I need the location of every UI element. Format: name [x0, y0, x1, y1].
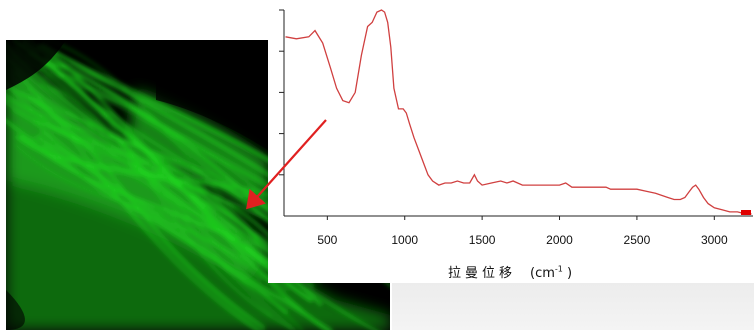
fiber-strand: [39, 130, 333, 330]
background-panel: [392, 282, 754, 330]
x-axis-unit-exponent: -1: [554, 264, 563, 274]
fiber-strand: [39, 57, 293, 330]
series-line: [285, 9, 752, 215]
fiber-strand: [42, 75, 273, 317]
end-marker: [741, 210, 751, 215]
fiber-strand: [12, 110, 261, 330]
x-ticks: 500 1000 1500 2000 2500 3000: [317, 216, 728, 247]
fiber-strand: [38, 134, 256, 266]
fluorescence-fibers: [6, 40, 390, 330]
chart-svg: 500 1000 1500 2000 2500 3000: [279, 9, 753, 247]
fiber-strand: [15, 135, 285, 251]
fiber-strand: [6, 55, 377, 330]
fiber-strand: [35, 135, 301, 310]
x-tick-label: 1000: [391, 233, 418, 247]
fiber-strand: [39, 83, 296, 330]
x-axis-unit-base: (cm: [530, 266, 555, 281]
x-axis-title: 拉曼位移 (cm-1 ): [448, 262, 572, 281]
x-tick-label: 1500: [469, 233, 496, 247]
x-tick-label: 2500: [624, 233, 651, 247]
actin-fibers: [6, 40, 390, 330]
chart-axes: [279, 9, 753, 217]
x-tick-label: 500: [317, 233, 337, 247]
raman-chart: 500 1000 1500 2000 2500 3000 拉曼位移 (cm-1 ): [268, 0, 754, 283]
x-axis-unit-close: ): [567, 266, 573, 281]
x-axis-label: 拉曼位移: [448, 266, 517, 281]
x-tick-label: 3000: [701, 233, 728, 247]
x-tick-label: 2000: [546, 233, 573, 247]
fiber-strand: [14, 46, 264, 261]
